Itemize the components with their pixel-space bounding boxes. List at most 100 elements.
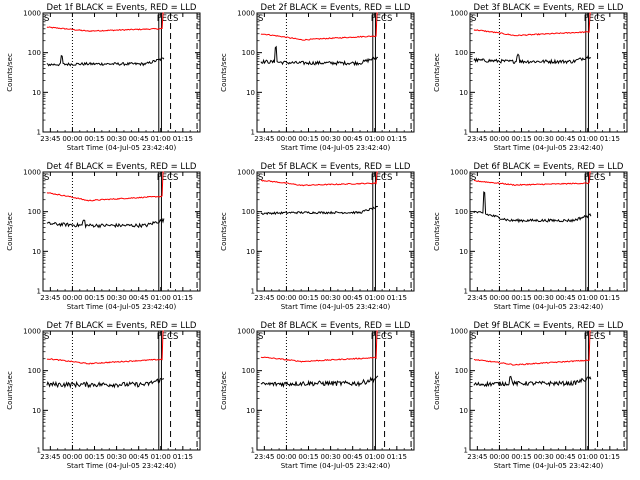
y-axis-label: Counts/sec xyxy=(433,212,441,251)
panel-title: Det 4f BLACK = Events, RED = LLD xyxy=(47,162,197,172)
x-tick-label: 00:30 xyxy=(106,135,126,143)
panel-det-1: Det 1f BLACK = Events, RED = LLD 1 10 100 10… xyxy=(6,3,201,152)
y-axis-label: Counts/sec xyxy=(433,53,441,92)
annotation-s: S xyxy=(258,332,263,342)
y-tick-label: 1000 xyxy=(237,328,255,336)
x-tick-label: 00:15 xyxy=(511,294,531,302)
x-axis-label: Start Time (04-Jul-05 23:42:40) xyxy=(67,462,177,470)
annotation-fecs: FECS xyxy=(157,14,179,24)
lld-series-line xyxy=(473,171,591,186)
x-tick-label: 01:15 xyxy=(600,453,620,461)
x-tick-label: 23:45 xyxy=(467,135,487,143)
y-tick-label: 1000 xyxy=(450,328,468,336)
y-axis-label: Counts/sec xyxy=(433,371,441,410)
y-tick-label: 10 xyxy=(246,407,255,415)
annotation-s: S xyxy=(471,173,476,183)
x-tick-label: 23:45 xyxy=(40,294,60,302)
y-tick-label: 1 xyxy=(37,447,41,455)
y-tick-label: 1000 xyxy=(450,10,468,18)
x-tick-label: 01:00 xyxy=(151,135,171,143)
events-series-line xyxy=(473,191,592,224)
annotation-s: S xyxy=(44,173,49,183)
x-axis-label: Start Time (04-Jul-05 23:42:40) xyxy=(281,462,391,470)
y-tick-label: 100 xyxy=(242,367,255,375)
x-tick-label: 01:00 xyxy=(365,453,385,461)
lld-series-line xyxy=(473,330,591,366)
events-series-line xyxy=(473,375,592,388)
x-axis-label: Start Time (04-Jul-05 23:42:40) xyxy=(494,462,604,470)
y-tick-label: 1 xyxy=(37,288,41,296)
x-tick-label: 23:45 xyxy=(467,453,487,461)
y-tick-label: 100 xyxy=(28,49,41,57)
y-tick-label: 100 xyxy=(455,208,468,216)
x-tick-label: 00:30 xyxy=(106,294,126,302)
x-tick-label: 01:00 xyxy=(151,453,171,461)
events-series-line xyxy=(46,217,165,229)
x-tick-label: 00:15 xyxy=(298,294,318,302)
y-tick-label: 10 xyxy=(32,407,41,415)
events-series-line xyxy=(473,53,592,65)
panel-title: Det 9f BLACK = Events, RED = LLD xyxy=(474,321,624,331)
y-axis-label: Counts/sec xyxy=(220,371,228,410)
x-tick-label: 00:45 xyxy=(343,294,363,302)
panel-title: Det 8f BLACK = Events, RED = LLD xyxy=(261,321,411,331)
plot-frame xyxy=(42,12,201,133)
y-tick-label: 10 xyxy=(32,248,41,256)
x-tick-label: 01:15 xyxy=(387,453,407,461)
x-tick-label: 00:00 xyxy=(62,453,82,461)
annotation-s: S xyxy=(258,14,263,24)
x-tick-label: 01:15 xyxy=(173,453,193,461)
y-tick-label: 1000 xyxy=(237,169,255,177)
panel-title: Det 5f BLACK = Events, RED = LLD xyxy=(261,162,411,172)
annotation-fecs: FECS xyxy=(157,173,179,183)
x-tick-label: 01:00 xyxy=(365,135,385,143)
x-axis-label: Start Time (04-Jul-05 23:42:40) xyxy=(281,144,391,152)
annotation-fecs: FECS xyxy=(157,332,179,342)
x-tick-label: 01:00 xyxy=(578,294,598,302)
y-tick-label: 10 xyxy=(246,89,255,97)
annotation-s: S xyxy=(44,14,49,24)
y-tick-label: 100 xyxy=(242,49,255,57)
lld-series-line xyxy=(46,330,164,365)
x-tick-label: 00:00 xyxy=(489,135,509,143)
panel-title: Det 2f BLACK = Events, RED = LLD xyxy=(261,3,411,13)
annotation-s: S xyxy=(471,14,476,24)
y-axis-label: Counts/sec xyxy=(6,53,14,92)
annotation-fecs: FECS xyxy=(371,14,393,24)
annotation-fecs: FECS xyxy=(584,173,606,183)
y-tick-label: 10 xyxy=(459,89,468,97)
x-axis-label: Start Time (04-Jul-05 23:42:40) xyxy=(67,144,177,152)
y-tick-label: 1 xyxy=(464,447,468,455)
x-tick-label: 00:45 xyxy=(129,453,149,461)
y-axis-label: Counts/sec xyxy=(6,212,14,251)
annotation-fecs: FECS xyxy=(584,14,606,24)
x-axis-label: Start Time (04-Jul-05 23:42:40) xyxy=(67,303,177,311)
x-tick-label: 23:45 xyxy=(467,294,487,302)
panel-title: Det 3f BLACK = Events, RED = LLD xyxy=(474,3,624,13)
x-tick-label: 00:30 xyxy=(320,294,340,302)
annotation-s: S xyxy=(258,173,263,183)
x-tick-label: 23:45 xyxy=(254,294,274,302)
y-tick-label: 10 xyxy=(459,407,468,415)
x-tick-label: 01:15 xyxy=(600,135,620,143)
y-tick-label: 100 xyxy=(242,208,255,216)
x-tick-label: 00:15 xyxy=(84,135,104,143)
annotation-fecs: FECS xyxy=(584,332,606,342)
x-tick-label: 00:15 xyxy=(298,135,318,143)
x-tick-label: 00:30 xyxy=(533,453,553,461)
panel-title: Det 1f BLACK = Events, RED = LLD xyxy=(47,3,197,13)
x-tick-label: 01:15 xyxy=(387,135,407,143)
plot-frame xyxy=(469,171,628,292)
y-tick-label: 1 xyxy=(251,129,255,137)
x-tick-label: 00:45 xyxy=(556,453,576,461)
y-tick-label: 1000 xyxy=(237,10,255,18)
panel-det-6: Det 6f BLACK = Events, RED = LLD 1 10 100 10… xyxy=(433,162,628,311)
x-tick-label: 00:00 xyxy=(489,294,509,302)
plot-frame xyxy=(469,330,628,451)
x-tick-label: 00:45 xyxy=(129,135,149,143)
x-axis-label: Start Time (04-Jul-05 23:42:40) xyxy=(494,303,604,311)
events-series-line xyxy=(46,54,165,67)
panel-det-2: Det 2f BLACK = Events, RED = LLD 1 10 100 10… xyxy=(220,3,415,152)
x-tick-label: 00:00 xyxy=(489,453,509,461)
